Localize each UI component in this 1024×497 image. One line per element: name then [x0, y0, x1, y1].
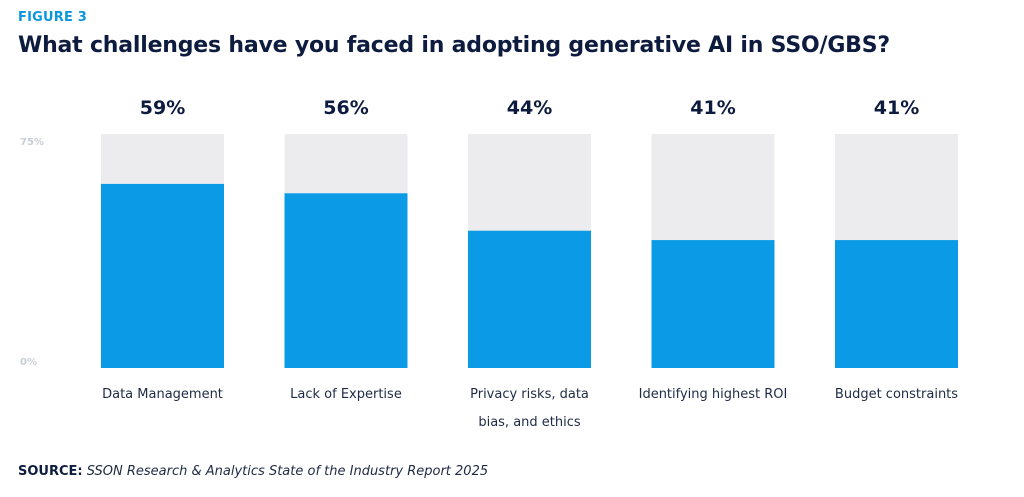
- category-label: Budget constraints: [835, 387, 958, 402]
- data-label: 59%: [140, 97, 185, 119]
- source-text: SSON Research & Analytics State of the I…: [86, 464, 489, 479]
- data-label: 41%: [874, 97, 919, 119]
- category-label: bias, and ethics: [478, 415, 581, 430]
- bar: [835, 240, 958, 368]
- category-label: Privacy risks, data: [470, 387, 589, 402]
- category-label: Lack of Expertise: [290, 387, 402, 402]
- bar: [101, 183, 224, 368]
- bar-chart: 0% 75% 59% Data Management 56% Lack of Expert…: [20, 97, 958, 430]
- source-note: SOURCE: SSON Research & Analytics State …: [18, 464, 488, 479]
- y-tick-label: 0%: [20, 357, 37, 368]
- bar: [284, 193, 408, 368]
- source-label: SOURCE:: [18, 464, 83, 479]
- y-tick-label: 75%: [20, 137, 44, 148]
- data-label: 44%: [507, 97, 552, 119]
- data-label: 56%: [323, 97, 368, 119]
- data-label: 41%: [690, 97, 735, 119]
- bar: [468, 230, 591, 368]
- chart-title: What challenges have you faced in adopti…: [18, 33, 890, 58]
- figure-label: FIGURE 3: [18, 10, 88, 25]
- category-label: Identifying highest ROI: [639, 387, 788, 402]
- category-label: Data Management: [102, 387, 223, 402]
- bar: [651, 240, 775, 368]
